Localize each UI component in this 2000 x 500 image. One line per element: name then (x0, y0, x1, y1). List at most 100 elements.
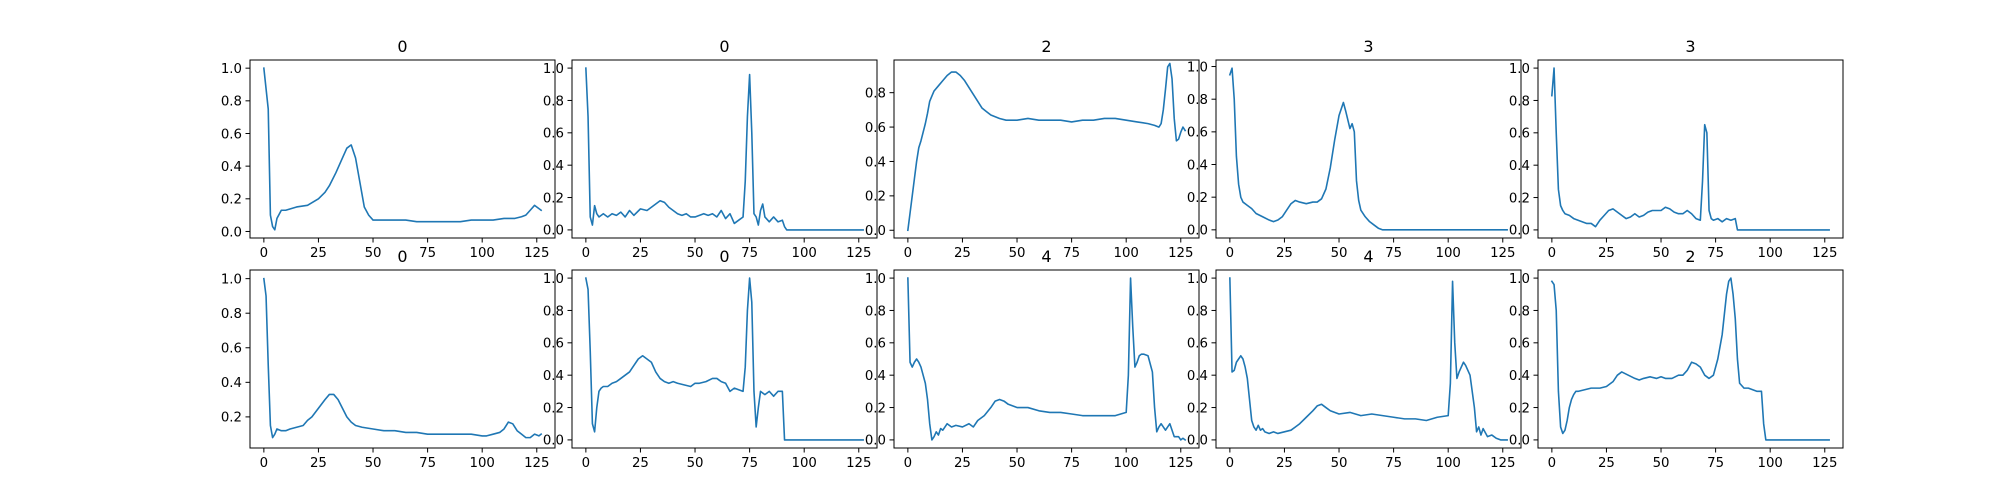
x-tick-label: 125 (1168, 246, 1193, 261)
y-tick-label: 0.2 (221, 193, 242, 208)
x-tick-label: 75 (1385, 246, 1402, 261)
x-tick-label: 100 (469, 246, 494, 261)
y-tick-label: 1.0 (1187, 272, 1208, 287)
y-tick-label: 0.6 (1187, 126, 1208, 141)
x-tick-label: 25 (310, 456, 327, 471)
axes-frame (1537, 269, 1844, 449)
subplot-title: 2 (1685, 247, 1695, 266)
series-line (262, 67, 543, 231)
y-tick-label: 0.8 (221, 307, 242, 322)
x-tick-label: 75 (1063, 456, 1080, 471)
y-tick-label: 1.0 (1509, 62, 1530, 77)
x-tick-label: 0 (260, 246, 268, 261)
subplot-2: 0 0 25 50 75 100 125 0.0 0.2 0.4 0.6 0.8 1.0 (543, 37, 878, 261)
subplot-5: 3 0 25 50 75 100 125 0.0 0.2 0.4 0.6 0.8 1.0 (1509, 37, 1844, 261)
y-tick-label: 1.0 (221, 62, 242, 77)
series-line (585, 67, 864, 231)
axes-frame (249, 269, 556, 449)
y-tick-label: 0.2 (543, 401, 564, 416)
x-tick-label: 100 (791, 456, 816, 471)
y-tick-label: 0.0 (1187, 224, 1208, 239)
y-tick-label: 0.4 (865, 155, 886, 170)
y-tick-label: 1.0 (543, 272, 564, 287)
y-tick-label: 0.8 (1509, 304, 1530, 319)
y-tick-label: 0.4 (865, 369, 886, 384)
subplot-title: 0 (719, 37, 729, 56)
y-tick-label: 0.4 (1509, 369, 1530, 384)
x-tick-label: 75 (1063, 246, 1080, 261)
x-tick-label: 75 (419, 246, 436, 261)
axes-frame (571, 269, 878, 449)
y-tick-label: 0.0 (221, 225, 242, 240)
y-tick-label: 0.6 (865, 121, 886, 136)
y-tick-label: 0.4 (543, 159, 564, 174)
y-tick-label: 1.0 (1509, 272, 1530, 287)
y-tick-label: 0.6 (865, 337, 886, 352)
subplot-title: 3 (1363, 37, 1373, 56)
subplot-10: 2 0 25 50 75 100 125 0.0 0.2 0.4 0.6 0.8 1.0 (1509, 247, 1844, 471)
x-tick-label: 100 (1435, 456, 1460, 471)
subplot-title: 0 (397, 247, 407, 266)
x-tick-label: 50 (365, 246, 382, 261)
y-tick-label: 0.0 (543, 224, 564, 239)
y-tick-label: 1.0 (1187, 60, 1208, 75)
x-tick-label: 125 (846, 456, 871, 471)
series-line (1550, 277, 1830, 441)
x-tick-label: 25 (954, 456, 971, 471)
axes-frame (1215, 269, 1522, 449)
x-tick-label: 125 (1168, 456, 1193, 471)
x-tick-label: 25 (1276, 246, 1293, 261)
x-tick-label: 75 (1707, 456, 1724, 471)
y-tick-label: 0.6 (1187, 337, 1208, 352)
series-line (1229, 277, 1508, 441)
x-tick-label: 0 (904, 456, 912, 471)
y-tick-label: 0.2 (221, 411, 242, 426)
x-tick-label: 0 (1226, 456, 1234, 471)
y-tick-label: 0.8 (865, 86, 886, 101)
x-tick-label: 100 (1113, 456, 1138, 471)
x-tick-label: 50 (1653, 246, 1670, 261)
x-tick-label: 50 (1653, 456, 1670, 471)
y-tick-label: 0.2 (1509, 401, 1530, 416)
x-tick-label: 75 (419, 456, 436, 471)
x-tick-label: 75 (1707, 246, 1724, 261)
x-tick-label: 50 (1009, 456, 1026, 471)
x-tick-label: 0 (1226, 246, 1234, 261)
y-tick-label: 0.0 (1509, 224, 1530, 239)
y-tick-label: 0.0 (1187, 434, 1208, 449)
axes-frame (571, 59, 878, 239)
axes-frame (1215, 59, 1522, 239)
y-tick-label: 0.2 (1187, 401, 1208, 416)
x-tick-label: 25 (1598, 246, 1615, 261)
subplot-3: 2 0 25 50 75 100 125 0.0 0.2 0.4 0.6 0.8 (865, 37, 1200, 261)
y-tick-label: 0.4 (1509, 159, 1530, 174)
x-tick-label: 50 (1331, 246, 1348, 261)
x-tick-label: 100 (1757, 456, 1782, 471)
x-tick-label: 50 (1331, 456, 1348, 471)
x-tick-label: 50 (687, 456, 704, 471)
x-tick-label: 75 (741, 456, 758, 471)
y-tick-label: 0.6 (221, 127, 242, 142)
series-line (584, 277, 864, 441)
subplot-8: 4 0 25 50 75 100 125 0.0 0.2 0.4 0.6 0.8 1.0 (865, 247, 1200, 471)
subplot-1: 0 0 25 50 75 100 125 0.0 0.2 0.4 0.6 0.8 1.0 (221, 37, 556, 261)
series-line (1228, 67, 1508, 231)
series-line (1550, 67, 1830, 231)
x-tick-label: 25 (954, 246, 971, 261)
x-tick-label: 100 (1757, 246, 1782, 261)
x-tick-label: 100 (791, 246, 816, 261)
x-tick-label: 75 (1385, 456, 1402, 471)
y-tick-label: 0.0 (543, 434, 564, 449)
y-tick-label: 0.2 (1187, 191, 1208, 206)
x-tick-label: 100 (1435, 246, 1460, 261)
x-tick-label: 125 (524, 246, 549, 261)
y-tick-label: 0.6 (221, 342, 242, 357)
y-tick-label: 0.4 (221, 160, 242, 175)
subplot-title: 2 (1041, 37, 1051, 56)
subplot-title: 4 (1041, 247, 1051, 266)
x-tick-label: 100 (1113, 246, 1138, 261)
y-tick-label: 0.4 (221, 376, 242, 391)
y-tick-label: 0.2 (865, 190, 886, 205)
subplot-4: 3 0 25 50 75 100 125 0.0 0.2 0.4 0.6 0.8 1.0 (1187, 37, 1522, 261)
